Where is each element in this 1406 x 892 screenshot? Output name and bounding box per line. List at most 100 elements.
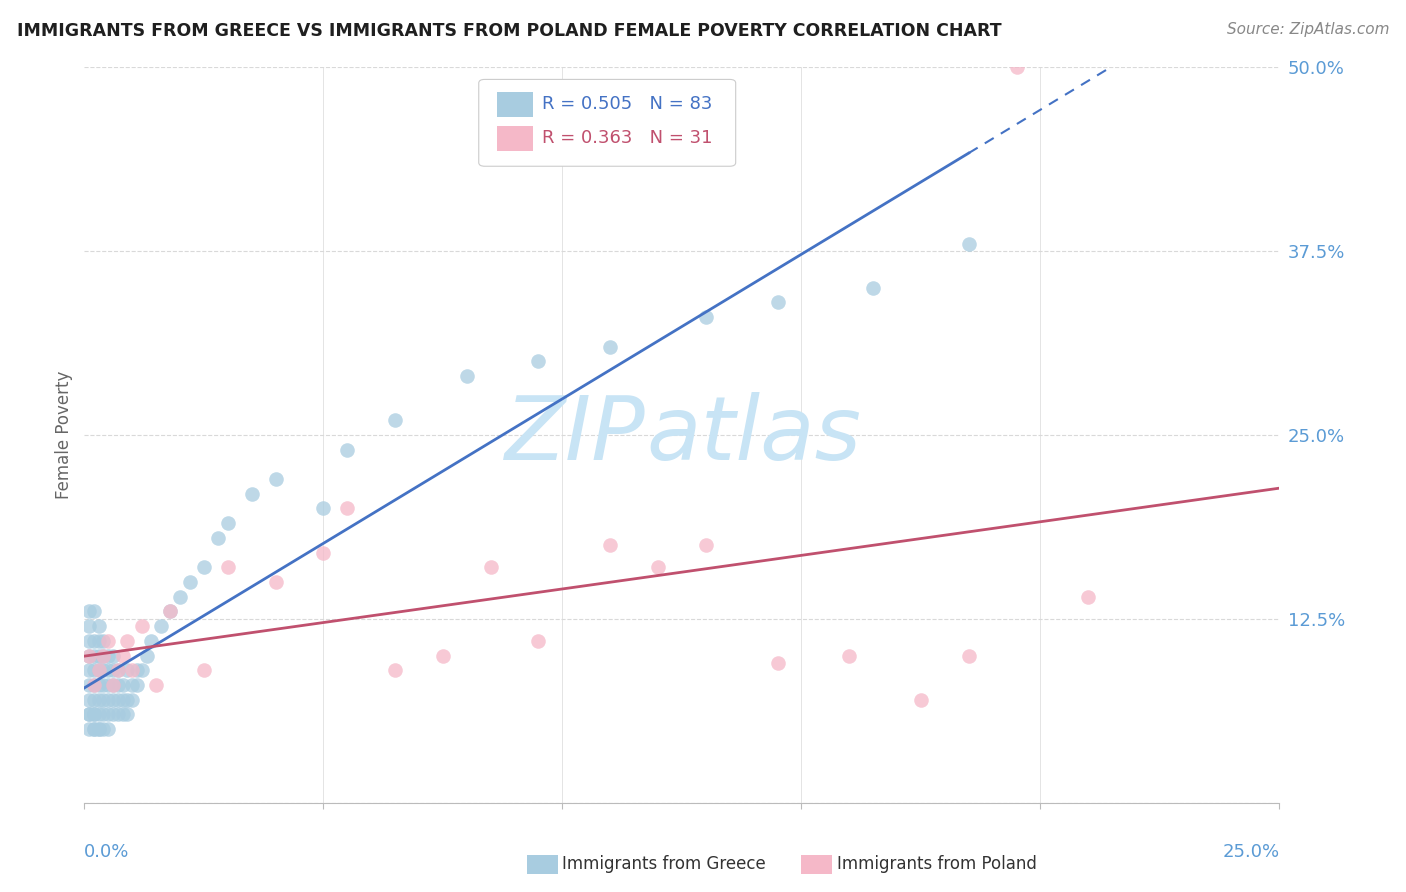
Point [1005,60,1028,74]
FancyBboxPatch shape [479,79,735,166]
Point [87,723,110,737]
Point [101,664,124,678]
Point [83,664,105,678]
Point [93,633,115,648]
Point [599,340,621,354]
Point [77,605,100,619]
Text: atlas: atlas [647,392,860,478]
Point [83,648,105,663]
Point [527,633,550,648]
Point [77,723,100,737]
Point [117,692,139,706]
FancyBboxPatch shape [496,126,533,151]
Point [93,648,115,663]
Point [97,678,120,692]
Point [93,664,115,678]
Point [93,707,115,722]
Point [83,707,105,722]
Point [97,707,120,722]
Point [125,678,148,692]
Point [101,692,124,706]
Point [77,707,100,722]
Text: ZIP: ZIP [505,392,647,478]
Point [93,678,115,692]
Point [264,472,287,486]
Point [647,560,669,574]
Point [131,664,153,678]
Point [131,619,153,633]
Point [97,723,120,737]
Point [101,707,124,722]
Point [121,664,143,678]
Point [456,369,478,384]
Point [101,648,124,663]
Text: 25.0%: 25.0% [1222,843,1279,862]
Point [766,656,789,670]
Point [169,590,191,604]
Point [193,560,215,574]
Point [1077,590,1099,604]
Point [77,648,100,663]
Point [838,648,860,663]
Point [77,707,100,722]
Point [135,648,157,663]
Point [83,707,105,722]
Text: Immigrants from Greece: Immigrants from Greece [562,855,766,873]
Point [336,442,359,457]
Text: IMMIGRANTS FROM GREECE VS IMMIGRANTS FROM POLAND FEMALE POVERTY CORRELATION CHAR: IMMIGRANTS FROM GREECE VS IMMIGRANTS FRO… [17,22,1001,40]
Point [77,619,100,633]
Point [83,678,105,692]
Point [83,633,105,648]
Point [97,648,120,663]
Point [207,531,229,545]
Point [910,692,932,706]
Point [77,678,100,692]
Point [97,692,120,706]
Point [695,538,717,552]
Point [87,692,110,706]
Point [77,633,100,648]
Point [83,723,105,737]
Point [87,619,110,633]
Point [312,545,335,560]
Text: Source: ZipAtlas.com: Source: ZipAtlas.com [1226,22,1389,37]
Point [121,678,143,692]
Point [384,664,406,678]
Point [107,664,129,678]
Point [599,538,621,552]
Text: 0.0%: 0.0% [84,843,129,862]
Point [117,707,139,722]
Point [479,560,502,574]
Point [77,664,100,678]
FancyBboxPatch shape [496,92,533,117]
Point [87,664,110,678]
Point [149,619,172,633]
Point [111,648,134,663]
Point [87,707,110,722]
Point [695,310,717,325]
Point [77,692,100,706]
Point [83,723,105,737]
Point [145,678,167,692]
Point [264,575,287,590]
Point [527,354,550,368]
Point [862,281,884,295]
Y-axis label: Female Poverty: Female Poverty [55,371,73,499]
Point [87,633,110,648]
Point [384,413,406,427]
Point [101,678,124,692]
Point [77,648,100,663]
Point [87,723,110,737]
Point [107,678,129,692]
Point [97,664,120,678]
Point [111,678,134,692]
Point [141,633,163,648]
Point [93,723,115,737]
Point [111,707,134,722]
Point [193,664,215,678]
Point [957,648,980,663]
Point [121,692,143,706]
Point [107,707,129,722]
Point [107,664,129,678]
Point [83,605,105,619]
